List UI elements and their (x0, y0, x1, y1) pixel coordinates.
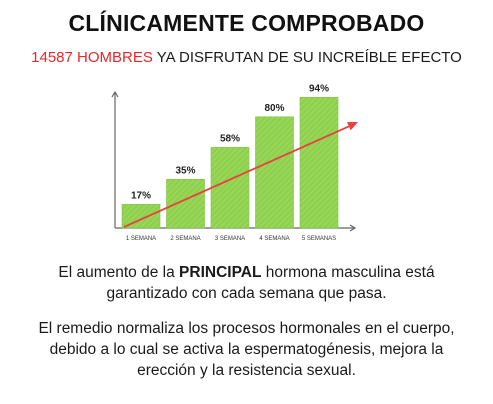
p1-bold-word: PRINCIPAL (179, 264, 262, 281)
men-count: 14587 HOMBRES (31, 49, 153, 66)
chart-tick-labels: 1 SEMANA 2 SEMANA 3 SEMANA 4 SEMANA 5 SEMANA… (126, 236, 336, 242)
subtitle-text: YA DISFRUTAN DE SU INCREÍBLE EFECTO (152, 49, 462, 66)
bar-week-4 (255, 116, 294, 229)
y-axis-arrowhead (111, 90, 119, 98)
tick-label-week-3: 3 SEMANA (215, 236, 245, 242)
x-axis-arrowhead (349, 224, 357, 232)
bar-week-1 (121, 204, 161, 229)
trend-arrow-head (347, 121, 358, 131)
p1-text-start: El aumento de la (58, 264, 180, 281)
p1-text-end: hormona masculina está garantizado con c… (106, 264, 435, 302)
trend-arrow (123, 121, 358, 228)
chart-value-labels: 17% 35% 58% 80% 94% (131, 83, 329, 201)
tick-label-week-2: 2 SEMANA (170, 236, 200, 242)
value-label-week-5: 94% (309, 83, 329, 94)
paragraph-remedy: El remedio normaliza los procesos hormon… (38, 320, 455, 379)
bar-week-3 (210, 147, 250, 229)
value-label-week-3: 58% (220, 133, 240, 144)
paragraph-hormone: El aumento de la PRINCIPAL hormona mascu… (20, 262, 473, 304)
chart-bars (121, 97, 339, 229)
tick-label-week-4: 4 SEMANA (259, 236, 289, 242)
value-label-week-4: 80% (264, 103, 284, 114)
value-label-week-1: 17% (131, 190, 151, 201)
tick-label-week-1: 1 SEMANA (126, 236, 156, 242)
trend-arrow-line (123, 124, 353, 228)
page-subtitle: 14587 HOMBRES YA DISFRUTAN DE SU INCREÍB… (0, 49, 493, 66)
bar-week-2 (166, 179, 205, 229)
bar-week-5 (299, 97, 339, 229)
value-label-week-2: 35% (175, 165, 195, 176)
tick-label-week-5: 5 SEMANAS (302, 236, 336, 242)
page-title: CLÍNICAMENTE COMPROBADO (68, 10, 425, 36)
